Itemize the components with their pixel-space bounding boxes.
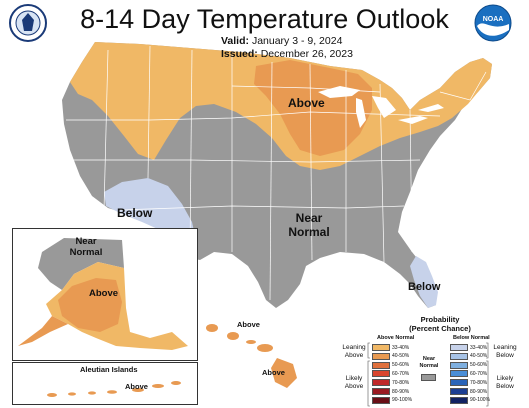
issued-date: Issued: December 26, 2023 [221,48,353,60]
legend-above-bin-swatch [372,361,390,369]
legend-below-bin-label: 60-70% [470,370,488,377]
aleutian-inset [12,362,198,405]
legend-below-bin-swatch [450,388,468,395]
hawaii-inset [206,324,297,388]
legend-above-bin-label: 33-40% [392,344,410,351]
conus-below-florida-region [410,256,438,308]
label-near-normal-line1: Near [295,211,323,225]
hawaii-islands-shapes [206,324,297,388]
valid-value: January 3 - 9, 2024 [251,35,343,47]
label-near-normal: Near Normal [284,211,334,239]
label-alaska-above: Above [89,288,119,299]
conus-above-core-region [254,60,372,156]
legend-leaning-above-1: Leaning [342,344,366,351]
legend-title: Probability (Percent Chance) [385,315,495,333]
label-above-north: Above [288,96,325,110]
legend-above-bin-label: 50-60% [392,362,410,369]
label-aleutian-title: Aleutian Islands [80,365,138,374]
commerce-seal-logo [9,4,47,42]
alaska-near-normal-region [38,238,124,290]
label-below-southwest: Below [117,206,153,220]
great-lakes [318,86,444,128]
alaska-peninsula [18,316,68,346]
legend-below-bin-swatch [450,370,468,378]
legend-above-header: Above Normal [377,335,415,341]
legend-above-bin-label: 70-80% [392,379,410,386]
valid-label: Valid: [221,35,250,47]
legend-below-bin-label: 33-40% [470,344,488,351]
legend-likely-below-2: Below [496,383,514,390]
legend-likely-above: Likely Above [341,375,367,391]
legend-below-bin-swatch [450,361,468,369]
legend-near-normal-line1: Near [422,356,436,362]
legend-likely-above-2: Above [344,383,364,390]
page-title: 8-14 Day Temperature Outlook [80,4,449,34]
label-aleutian-above: Above [125,382,148,391]
state-boundaries [66,45,487,301]
alaska-above-region [58,278,122,332]
label-alaska-near-normal: Near Normal [66,236,106,258]
legend-above-bin-swatch [372,396,390,404]
legend-below-bin-label: 40-50% [470,353,488,360]
legend-leaning-above: Leaning Above [341,344,367,360]
issued-label: Issued: [221,48,258,60]
legend-near-normal-swatch [421,374,436,381]
legend-likely-below-1: Likely [496,375,514,382]
label-below-florida: Below [408,281,441,293]
legend-below-bin-label: 80-90% [470,388,488,395]
legend-above-bin-label: 60-70% [392,370,410,377]
legend-likely-above-1: Likely [345,375,363,382]
legend-below-bin-swatch [450,396,468,404]
label-near-normal-line2: Normal [288,225,330,239]
legend-near-normal-label: Near Normal [417,356,441,369]
legend-above-bin-label: 40-50% [392,353,410,360]
legend-below-bin-label: 70-80% [470,379,488,386]
noaa-logo-text: NOAA [483,16,504,23]
legend-below-header: Below Normal [453,335,490,341]
legend-leaning-above-2: Above [344,352,364,359]
legend-below-bin-swatch [450,344,468,351]
legend-above-bin-swatch [372,370,390,378]
issued-value: December 26, 2023 [260,48,353,60]
legend-above-bin-label: 80-90% [392,388,410,395]
label-hawaii-above-2: Above [262,368,285,377]
legend-below-bin-label: 50-60% [470,362,488,369]
alaska-inset [12,228,198,361]
label-alaska-near-line2: Normal [69,247,103,258]
legend-likely-below: Likely Below [490,375,520,391]
legend-leaning-below-2: Below [496,352,514,359]
legend-title-line2: (Percent Chance) [409,324,471,333]
legend-above-bin-swatch [372,344,390,351]
valid-dates: Valid: January 3 - 9, 2024 [221,35,342,47]
legend-near-normal-line2: Normal [419,362,439,369]
label-alaska-near-line1: Near [75,236,97,247]
legend-above-bin-label: 90-100% [392,397,413,404]
noaa-logo: NOAA [474,4,512,42]
legend-above-bin-swatch [372,388,390,395]
conus-below-southwest-region [104,178,196,244]
legend-above-bin-swatch [372,379,390,387]
legend-leaning-below: Leaning Below [490,344,520,360]
label-hawaii-above-1: Above [237,320,260,329]
legend-above-bin-swatch [372,352,390,360]
legend-below-bin-swatch [450,352,468,360]
legend-below-bin-label: 90-100% [470,397,491,404]
legend-leaning-below-1: Leaning [493,344,517,351]
legend-title-line1: Probability [420,315,460,324]
legend-brackets [367,342,489,407]
aleutian-islands-shapes [47,381,181,397]
legend-below-bin-swatch [450,379,468,387]
